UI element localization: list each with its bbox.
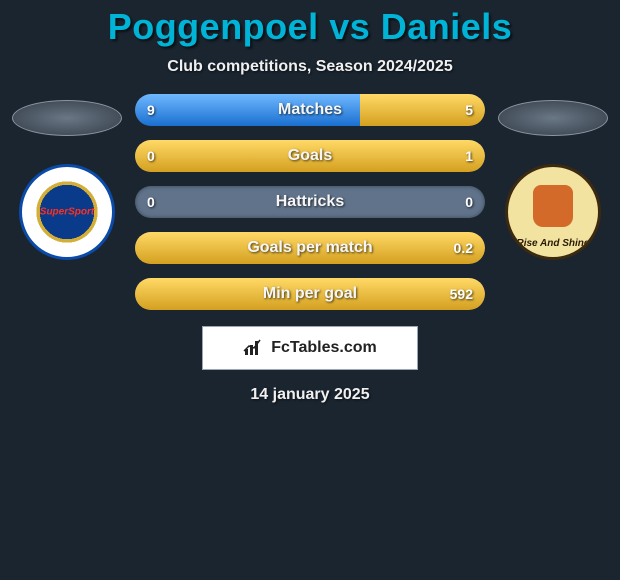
right-team-crest: Rise And Shine [505,164,601,260]
stat-label: Goals per match [135,239,485,257]
stat-value-right: 0.2 [454,240,473,256]
stat-label: Min per goal [135,285,485,303]
stat-bar: 0Hattricks0 [135,186,485,218]
stat-label: Matches [135,101,485,119]
left-column: SuperSport [7,94,127,262]
stat-bar: 0Goals1 [135,140,485,172]
stat-bar: 9Matches5 [135,94,485,126]
stat-value-right: 0 [465,194,473,210]
page-subtitle: Club competitions, Season 2024/2025 [0,58,620,76]
right-crest-wrap: Rise And Shine [503,162,603,262]
stat-label: Hattricks [135,193,485,211]
brand-box[interactable]: FcTables.com [202,326,418,370]
bar-chart-icon [243,339,265,357]
left-crest-label: SuperSport [40,207,94,218]
stat-value-right: 1 [465,148,473,164]
right-crest-label: Rise And Shine [508,238,598,249]
stat-bar: Goals per match0.2 [135,232,485,264]
right-column: Rise And Shine [493,94,613,262]
left-crest-wrap: SuperSport [17,162,117,262]
date-label: 14 january 2025 [0,386,620,404]
stat-label: Goals [135,147,485,165]
stat-bar: Min per goal592 [135,278,485,310]
stat-value-right: 5 [465,102,473,118]
right-player-ellipse [498,100,608,136]
left-player-ellipse [12,100,122,136]
brand-label: FcTables.com [271,339,377,357]
stat-value-right: 592 [450,286,473,302]
comparison-card: Poggenpoel vs Daniels Club competitions,… [0,0,620,580]
left-team-crest: SuperSport [19,164,115,260]
page-title: Poggenpoel vs Daniels [0,6,620,48]
main-row: SuperSport 9Matches50Goals10Hattricks0Go… [0,94,620,310]
stats-bars: 9Matches50Goals10Hattricks0Goals per mat… [135,94,485,310]
